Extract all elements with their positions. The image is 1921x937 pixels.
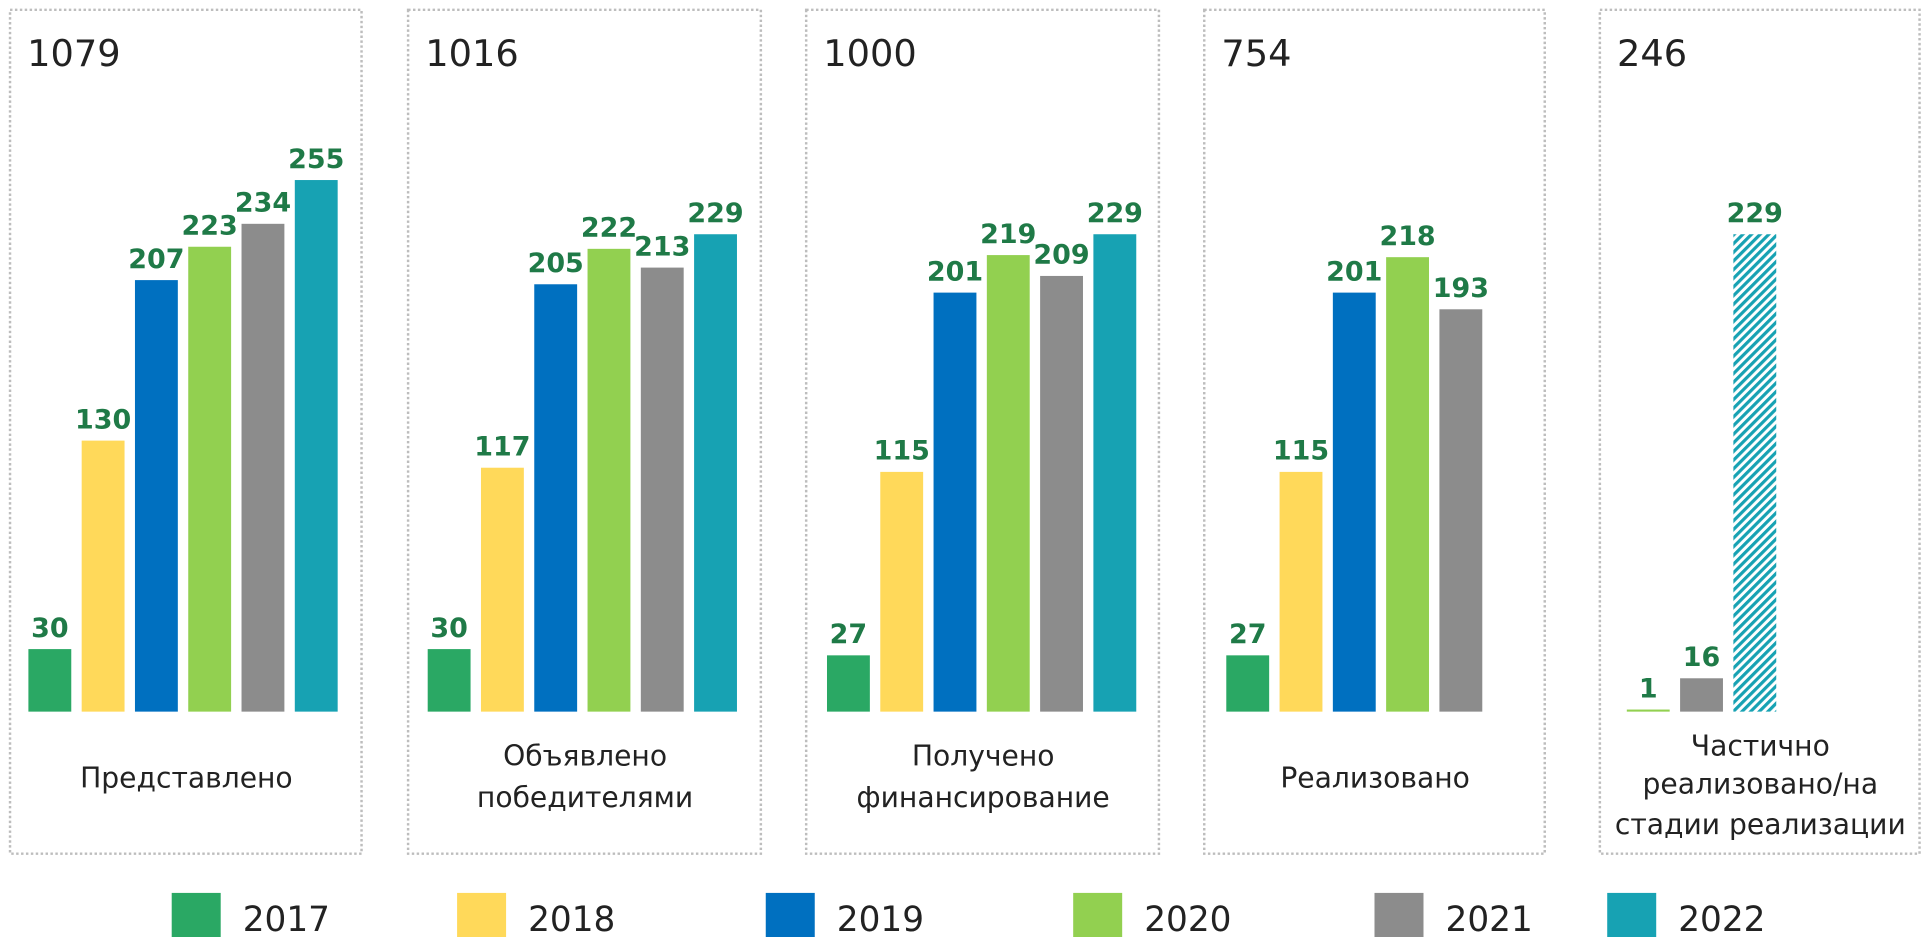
value-label: 193 <box>1433 273 1489 304</box>
bar <box>1332 292 1376 712</box>
bar <box>1226 655 1270 712</box>
bar <box>826 655 870 712</box>
legend-label: 2020 <box>1144 900 1231 937</box>
bar <box>427 649 471 712</box>
bar <box>1386 257 1429 712</box>
value-label: 130 <box>75 404 131 435</box>
value-label: 27 <box>1229 619 1267 650</box>
legend-swatch <box>1374 892 1424 937</box>
value-label: 222 <box>581 213 637 244</box>
panel-label: Реализовано <box>1280 762 1470 795</box>
panel-label: Объявлено <box>503 740 667 773</box>
value-label: 30 <box>430 613 468 644</box>
panel-border <box>1203 8 1546 855</box>
value-label: 205 <box>528 248 584 279</box>
bar <box>986 255 1030 712</box>
value-label: 223 <box>182 210 238 241</box>
bar <box>294 180 338 712</box>
value-label: 27 <box>830 619 868 650</box>
value-label: 115 <box>1273 436 1329 467</box>
bar <box>534 284 578 712</box>
panel-border <box>406 8 763 855</box>
legend-swatch <box>457 892 507 937</box>
legend-swatch <box>1607 892 1657 937</box>
value-label: 229 <box>1087 198 1143 229</box>
bar <box>480 467 524 712</box>
panel-total: 754 <box>1221 32 1291 75</box>
legend-swatch <box>1073 892 1123 937</box>
bar <box>28 649 72 712</box>
legend-label: 2022 <box>1678 900 1765 937</box>
panel-border <box>1598 8 1921 855</box>
panel-label: стадии реализации <box>1615 808 1906 841</box>
panel-label: реализовано/на <box>1643 768 1879 801</box>
legend-label: 2019 <box>837 900 924 937</box>
value-label: 255 <box>288 144 344 175</box>
value-label: 201 <box>1326 256 1382 287</box>
bar <box>640 267 684 712</box>
value-label: 229 <box>687 198 743 229</box>
bar <box>1040 275 1083 712</box>
panel-label: финансирование <box>857 781 1110 814</box>
value-label: 234 <box>235 188 291 219</box>
panel-label: Частично <box>1691 730 1830 763</box>
legend-label: 2021 <box>1446 900 1533 937</box>
value-label: 213 <box>634 231 690 262</box>
bar <box>587 248 631 712</box>
legend-swatch <box>171 892 221 937</box>
value-label: 219 <box>980 219 1036 250</box>
bar <box>1733 234 1777 712</box>
bar <box>1093 234 1137 712</box>
panel-label: Получено <box>912 740 1055 773</box>
legend-swatch <box>765 892 815 937</box>
value-label: 207 <box>128 244 184 275</box>
value-label: 218 <box>1379 221 1435 252</box>
bar <box>880 471 924 712</box>
bar <box>933 292 977 712</box>
bar <box>1626 709 1670 712</box>
bar <box>188 246 232 712</box>
panel-total: 1079 <box>27 32 121 75</box>
value-label: 1 <box>1639 673 1658 704</box>
value-label: 209 <box>1033 240 1089 271</box>
bar <box>1279 471 1323 712</box>
panel-label: победителями <box>477 781 693 814</box>
value-label: 115 <box>874 436 930 467</box>
legend-label: 2017 <box>243 900 330 937</box>
panel-total: 246 <box>1617 32 1687 75</box>
legend-label: 2018 <box>528 900 615 937</box>
panel-total: 1016 <box>425 32 518 75</box>
bar <box>694 234 737 712</box>
value-label: 30 <box>31 613 69 644</box>
panel-border <box>804 8 1161 855</box>
value-label: 117 <box>474 431 530 462</box>
bar <box>81 440 125 712</box>
panel-total: 1000 <box>823 32 917 75</box>
bar <box>1680 678 1723 712</box>
value-label: 16 <box>1683 642 1721 673</box>
value-label: 229 <box>1727 198 1783 229</box>
panel-label: Представлено <box>80 762 293 795</box>
bar <box>241 223 285 712</box>
bar <box>1439 309 1483 712</box>
value-label: 201 <box>927 256 983 287</box>
bar <box>134 280 178 712</box>
